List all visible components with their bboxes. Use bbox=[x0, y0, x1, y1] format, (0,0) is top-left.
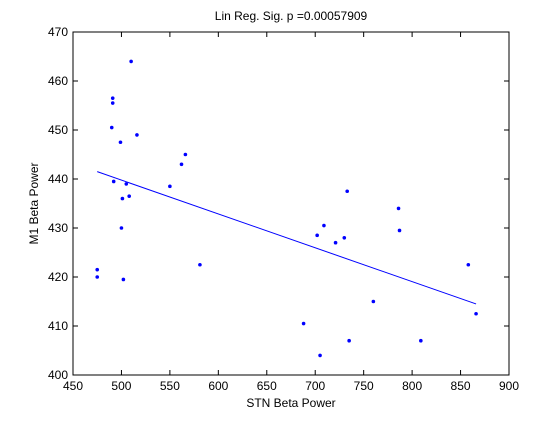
data-point bbox=[120, 196, 125, 201]
plot-area bbox=[72, 31, 510, 376]
tick-marks bbox=[72, 31, 510, 376]
data-point bbox=[371, 299, 376, 304]
data-point bbox=[396, 206, 401, 211]
data-point bbox=[198, 262, 202, 267]
data-point bbox=[183, 152, 188, 157]
data-point bbox=[127, 194, 131, 198]
x-tick-label: 850 bbox=[451, 379, 471, 393]
data-point bbox=[124, 182, 129, 186]
x-tick-label: 600 bbox=[208, 379, 228, 393]
x-tick-labels: 450 500 550 600 650 700 750 800 850 900 bbox=[63, 379, 519, 393]
data-point bbox=[119, 226, 124, 230]
y-tick-label: 400 bbox=[48, 368, 68, 382]
data-point bbox=[179, 162, 184, 167]
data-point bbox=[342, 236, 347, 240]
data-point bbox=[318, 353, 322, 358]
data-points bbox=[95, 59, 478, 358]
y-tick-label: 450 bbox=[48, 123, 68, 137]
x-tick-label: 500 bbox=[111, 379, 131, 393]
data-point bbox=[121, 277, 126, 282]
data-point bbox=[474, 311, 478, 316]
y-tick-label: 460 bbox=[48, 74, 68, 88]
data-point bbox=[315, 233, 319, 238]
data-point bbox=[129, 59, 133, 64]
x-tick-label: 900 bbox=[499, 379, 519, 393]
data-point bbox=[109, 125, 114, 130]
y-tick-label: 470 bbox=[48, 25, 68, 39]
data-point bbox=[322, 223, 326, 228]
data-point bbox=[110, 101, 115, 105]
y-tick-label: 430 bbox=[48, 221, 68, 235]
data-point bbox=[118, 140, 123, 145]
x-axis-label: STN Beta Power bbox=[246, 396, 335, 410]
data-point bbox=[301, 321, 306, 326]
data-point bbox=[419, 338, 423, 343]
y-axis-label: M1 Beta Power bbox=[27, 162, 41, 244]
regression-line bbox=[97, 171, 477, 305]
data-point bbox=[111, 179, 116, 184]
data-point bbox=[347, 338, 351, 343]
x-tick-label: 700 bbox=[305, 379, 325, 393]
fit-line-group bbox=[97, 171, 477, 305]
x-tick-label: 750 bbox=[354, 379, 374, 393]
x-tick-label: 450 bbox=[63, 379, 83, 393]
data-point bbox=[333, 240, 338, 245]
y-tick-labels: 400 410 420 430 440 450 460 470 bbox=[48, 25, 68, 382]
x-tick-label: 800 bbox=[402, 379, 422, 393]
data-point bbox=[95, 267, 100, 272]
x-tick-label: 650 bbox=[257, 379, 277, 393]
x-tick-label: 550 bbox=[160, 379, 180, 393]
data-point bbox=[135, 133, 139, 137]
y-tick-label: 420 bbox=[48, 270, 68, 284]
data-point bbox=[110, 96, 115, 100]
data-point bbox=[95, 275, 100, 279]
data-point bbox=[397, 228, 402, 233]
data-point bbox=[168, 184, 172, 189]
data-point bbox=[466, 262, 471, 267]
chart-title: Lin Reg. Sig. p =0.00057909 bbox=[215, 9, 368, 23]
y-tick-label: 440 bbox=[48, 172, 68, 186]
y-tick-label: 410 bbox=[48, 319, 68, 333]
data-point bbox=[345, 189, 349, 194]
